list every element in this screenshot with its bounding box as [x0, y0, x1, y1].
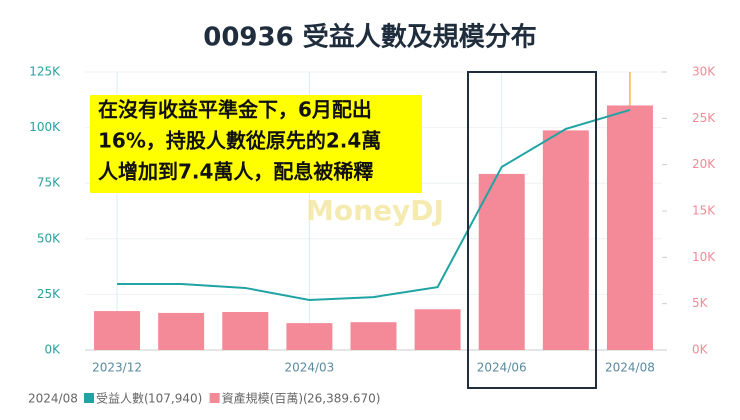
tooltip-legend: 2024/08 受益人數(107,940) 資產規模(百萬)(26,389.670) — [28, 391, 380, 406]
highlight-box — [467, 71, 597, 389]
line — [117, 108, 631, 301]
bar — [222, 312, 269, 350]
watermark: MoneyDJ — [306, 194, 444, 227]
y-tick-label: 125K — [29, 65, 61, 79]
legend-paren: ) — [198, 392, 203, 406]
x-tick-label: 2024/03 — [284, 361, 334, 375]
x-tick-label: 2023/12 — [92, 361, 142, 375]
legend-label: 資產規模(百萬) — [222, 391, 303, 406]
tooltip-date: 2024/08 — [28, 392, 78, 406]
annotation-text: 16%，持股人數從原先的2.4萬 — [98, 129, 381, 153]
y2-tick-label: 5K — [692, 296, 709, 310]
legend-paren: ( — [144, 392, 149, 406]
annotation-text: 人增加到7.4萬人，配息被稀釋 — [98, 160, 373, 184]
y2-tick-label: 10K — [692, 250, 716, 264]
legend-swatch — [84, 393, 94, 403]
y-tick-label: 75K — [37, 176, 61, 190]
legend-value: 107,940 — [148, 392, 198, 406]
y-tick-label: 0K — [44, 343, 61, 357]
y-tick-label: 100K — [29, 120, 61, 134]
annotation-box — [90, 95, 422, 193]
bar — [350, 322, 397, 350]
legend-paren: ( — [303, 392, 308, 406]
y2-tick-label: 20K — [692, 157, 716, 171]
y-tick-label: 50K — [37, 231, 61, 245]
bar — [286, 323, 333, 350]
legend-label: 受益人數 — [96, 392, 144, 406]
bar — [158, 312, 205, 350]
y2-tick-label: 30K — [692, 65, 716, 79]
y2-tick-label: 15K — [692, 204, 716, 218]
x-tick-label: 2024/06 — [477, 361, 527, 375]
y2-tick-label: 0K — [692, 343, 709, 357]
legend-value: 26,389.670 — [307, 392, 376, 406]
bar — [414, 309, 461, 350]
bar — [606, 105, 653, 351]
y-tick-label: 25K — [37, 287, 61, 301]
legend-swatch — [209, 393, 220, 403]
bar — [478, 173, 525, 350]
y2-tick-label: 25K — [692, 111, 716, 125]
chart-title: 00936 受益人數及規模分布 — [203, 22, 537, 53]
legend-paren: ) — [376, 392, 381, 406]
annotation-text: 在沒有收益平準金下，6月配出 — [98, 98, 372, 122]
x-tick-label: 2024/08 — [605, 361, 655, 375]
bar — [94, 311, 141, 350]
bar — [542, 130, 589, 350]
